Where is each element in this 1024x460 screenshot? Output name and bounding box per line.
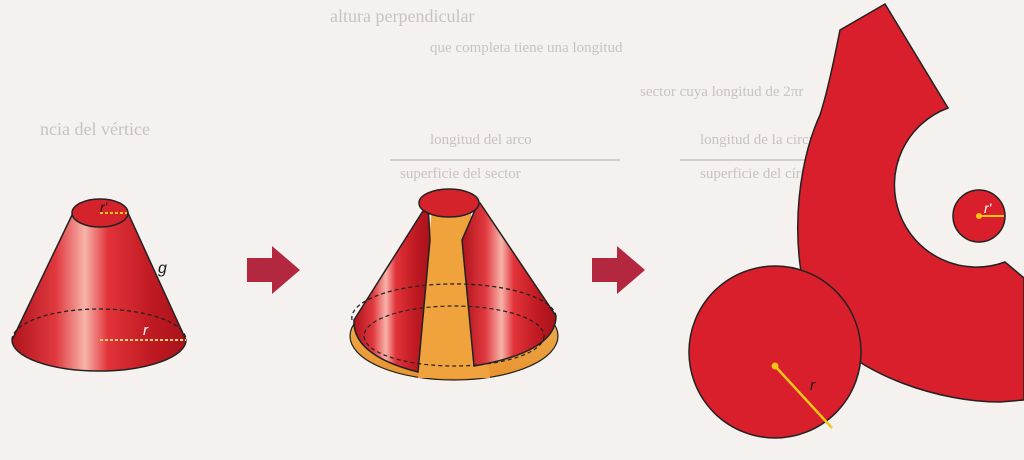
net-small-radius-label: r'	[984, 200, 993, 216]
arrow-right-icon-2	[592, 246, 645, 294]
cone-slant-label: g	[158, 260, 167, 277]
bg-line-8: superficie del sector	[400, 166, 521, 182]
cone-surface-left	[353, 200, 431, 373]
background-text: altura perpendicular ncia del vértice qu…	[40, 6, 900, 182]
cone-surface-right	[461, 202, 557, 367]
cone-top-radius-label: r'	[100, 199, 109, 215]
base-circle-radius-line	[774, 365, 833, 429]
bg-line-1: altura perpendicular	[330, 6, 474, 26]
top-circle-center	[976, 213, 982, 219]
cone-body	[11, 212, 187, 372]
base-circle	[688, 265, 862, 439]
bg-line-6: superficie del círculo	[700, 166, 827, 182]
bg-line-4: sector cuya longitud de 2πr	[640, 84, 803, 100]
net-circle-radius-label: r	[810, 377, 816, 394]
annular-sector	[797, 2, 1024, 403]
cone-figure: r' g r	[11, 198, 187, 372]
base-circle-center	[771, 362, 779, 370]
cone-cut-hidden-edge	[351, 283, 557, 321]
cone-cut-figure	[349, 188, 559, 381]
bg-line-3: que completa tiene una longitud	[430, 40, 623, 56]
cone-base-radius-label: r	[143, 322, 149, 339]
cone-cut-top-face	[418, 188, 480, 218]
bg-line-2: ncia del vértice	[40, 119, 150, 139]
arrow-right-icon	[247, 246, 300, 294]
cone-net-figure: r r'	[688, 2, 1024, 439]
cone-base-hidden-edge	[11, 308, 187, 341]
cone-cut-base-ring	[363, 305, 545, 367]
bg-line-7: longitud del arco	[430, 132, 532, 148]
